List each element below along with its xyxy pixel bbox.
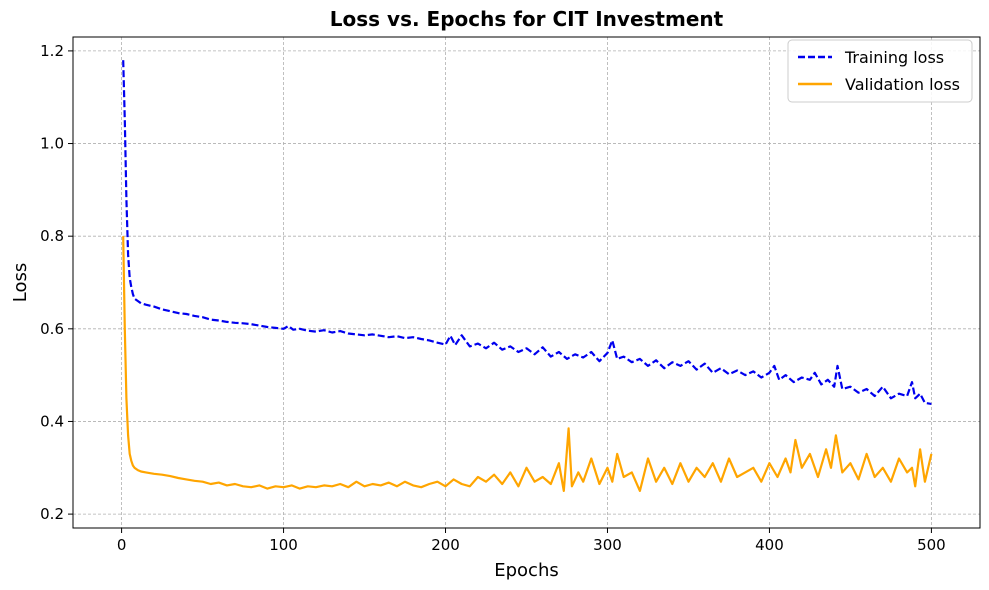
y-tick-label: 1.2 [40,42,64,60]
legend-label: Validation loss [845,75,960,94]
plot-lines [122,60,933,492]
x-tick-label: 100 [269,536,298,554]
x-tick-label: 300 [593,536,622,554]
y-axis-label: Loss [10,263,31,302]
legend-box [787,39,973,103]
grid [73,37,980,528]
x-tick-label: 200 [431,536,460,554]
x-tick-label: 0 [117,536,127,554]
series-line-validation-loss [122,236,933,492]
chart-title: Loss vs. Epochs for CIT Investment [330,7,724,31]
y-axis-ticks: 0.2 0.4 0.6 0.8 1.0 1.2 [40,42,73,523]
legend: Training loss Validation loss [787,39,973,103]
y-tick-label: 1.0 [40,135,64,153]
axes-frame [72,36,981,529]
x-tick-label: 500 [917,536,946,554]
y-tick-label: 0.6 [40,320,64,338]
y-tick-label: 0.8 [40,227,64,245]
legend-label: Training loss [844,48,944,67]
x-axis-ticks: 0 100 200 300 400 500 [117,528,946,554]
series-line-training-loss [122,60,932,405]
y-tick-label: 0.2 [40,505,64,523]
y-tick-label: 0.4 [40,412,64,430]
x-axis-label: Epochs [494,560,559,581]
x-tick-label: 400 [755,536,784,554]
